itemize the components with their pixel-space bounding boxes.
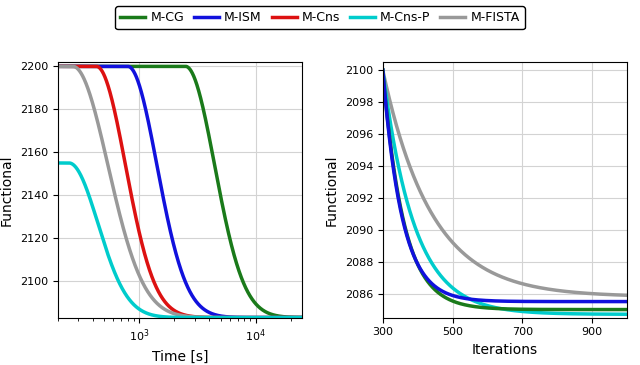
X-axis label: Time [s]: Time [s] [152,349,208,364]
Y-axis label: Functional: Functional [325,154,339,226]
X-axis label: Iterations: Iterations [472,343,538,357]
Y-axis label: Functional: Functional [0,154,14,226]
Legend: M-CG, M-ISM, M-Cns, M-Cns-P, M-FISTA: M-CG, M-ISM, M-Cns, M-Cns-P, M-FISTA [115,6,525,29]
